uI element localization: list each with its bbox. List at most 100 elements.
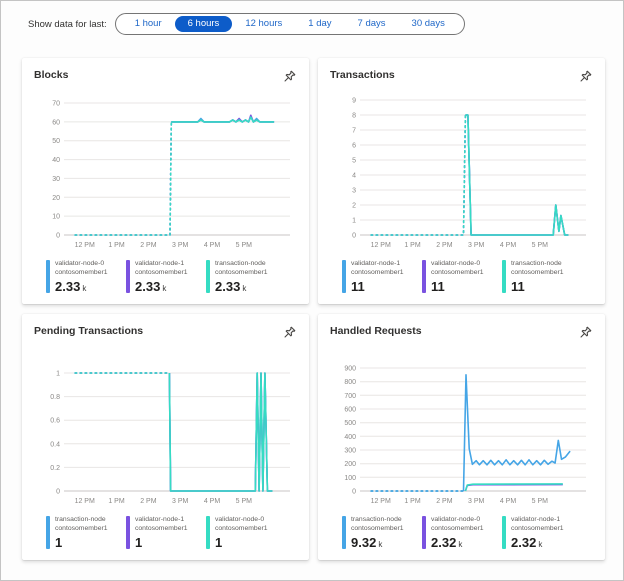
svg-text:30: 30: [52, 176, 60, 183]
legend-unit: k: [538, 539, 543, 549]
svg-text:0.6: 0.6: [50, 418, 60, 425]
svg-text:12 PM: 12 PM: [75, 498, 95, 505]
legend-color-bar: [342, 260, 346, 293]
svg-text:1 PM: 1 PM: [404, 498, 421, 505]
legend-color-bar: [46, 516, 50, 549]
legend-node-name: validator-node-1: [135, 260, 185, 267]
legend-color-bar: [206, 516, 210, 549]
legend-item[interactable]: validator-node-0 contosomember1 2.33 k: [46, 260, 126, 294]
legend-value: 2.33 k: [55, 278, 87, 294]
chart-legend: validator-node-1 contosomember1 11 valida…: [342, 260, 593, 294]
svg-text:2 PM: 2 PM: [436, 498, 453, 505]
legend-value: 2.32 k: [431, 534, 463, 550]
legend-item[interactable]: validator-node-0 contosomember1 2.32 k: [422, 516, 502, 550]
transactions-chart: 0 1 2 3 4 5 6 7 8 9 12 PM 1 PM 2 PM 3 PM 4 PM 5 PM: [352, 98, 586, 249]
chart-card-handled-requests: Handled Requests 0 100 200 300 400 500 600 700 8…: [318, 314, 605, 560]
pin-icon[interactable]: [281, 325, 297, 341]
time-option-6-hours[interactable]: 6 hours: [174, 16, 233, 32]
legend-node-name: validator-node-0: [431, 516, 481, 523]
legend-color-bar: [126, 260, 130, 293]
svg-text:10: 10: [52, 214, 60, 221]
svg-text:12 PM: 12 PM: [371, 498, 391, 505]
pin-icon[interactable]: [281, 69, 297, 85]
legend-value: 2.33 k: [215, 278, 247, 294]
pin-icon[interactable]: [577, 325, 593, 341]
svg-text:700: 700: [344, 393, 356, 400]
svg-text:40: 40: [52, 157, 60, 164]
time-option-1-day[interactable]: 1 day: [295, 16, 344, 32]
chart-card-transactions: Transactions 0 1 2 3 4 5 6 7 8 9 12 PM 1 PM 2 PM 3 PM…: [318, 58, 605, 304]
legend-color-bar: [502, 516, 506, 549]
chart-legend: transaction-node contosomember1 1 validat…: [46, 516, 297, 550]
blocks-chart: 0 10 20 30 40 50 60 70 12 PM 1 PM 2 PM 3 PM 4 PM 5 PM: [52, 101, 290, 249]
legend-color-bar: [206, 260, 210, 293]
svg-text:0.4: 0.4: [50, 441, 60, 448]
legend-node-name: validator-node-0: [55, 260, 105, 267]
legend-item[interactable]: transaction-node contosomember1 9.32 k: [342, 516, 422, 550]
svg-text:5 PM: 5 PM: [532, 242, 549, 249]
legend-node-name: validator-node-1: [351, 260, 401, 267]
svg-text:900: 900: [344, 366, 356, 373]
time-option-30-days[interactable]: 30 days: [399, 16, 458, 32]
svg-text:60: 60: [52, 119, 60, 126]
legend-node-name: validator-node-1: [511, 516, 561, 523]
legend-item[interactable]: validator-node-1 contosomember1 2.32 k: [502, 516, 582, 550]
legend-value: 2.33 k: [135, 278, 167, 294]
svg-text:9: 9: [352, 98, 356, 105]
svg-text:0: 0: [56, 489, 60, 496]
legend-value: 1: [135, 534, 143, 550]
svg-text:5 PM: 5 PM: [236, 242, 253, 249]
time-option-7-days[interactable]: 7 days: [345, 16, 399, 32]
svg-text:8: 8: [352, 113, 356, 120]
chart-title: Transactions: [330, 69, 395, 81]
legend-item[interactable]: validator-node-1 contosomember1 2.33 k: [126, 260, 206, 294]
legend-item[interactable]: transaction-node contosomember1 11: [502, 260, 582, 294]
legend-item[interactable]: validator-node-1 contosomember1 11: [342, 260, 422, 294]
chart-legend: validator-node-0 contosomember1 2.33 k val…: [46, 260, 297, 294]
legend-color-bar: [422, 260, 426, 293]
chart-legend: transaction-node contosomember1 9.32 k val…: [342, 516, 593, 550]
svg-text:1 PM: 1 PM: [108, 498, 125, 505]
pin-icon[interactable]: [577, 69, 593, 85]
chart-title: Blocks: [34, 69, 69, 81]
legend-unit: k: [162, 283, 167, 293]
legend-node-name: transaction-node: [351, 516, 402, 523]
legend-member-name: contosomember1: [215, 524, 268, 532]
legend-member-name: contosomember1: [135, 268, 188, 276]
svg-text:2 PM: 2 PM: [140, 242, 157, 249]
svg-text:0: 0: [56, 233, 60, 240]
svg-text:2 PM: 2 PM: [140, 498, 157, 505]
svg-text:20: 20: [52, 195, 60, 202]
svg-text:0: 0: [352, 233, 356, 240]
legend-member-name: contosomember1: [431, 268, 484, 276]
svg-text:1: 1: [352, 218, 356, 225]
svg-text:3: 3: [352, 188, 356, 195]
legend-member-name: contosomember1: [351, 524, 404, 532]
legend-item[interactable]: transaction-node contosomember1 2.33 k: [206, 260, 286, 294]
legend-color-bar: [126, 516, 130, 549]
legend-value: 9.32 k: [351, 534, 383, 550]
legend-member-name: contosomember1: [511, 524, 564, 532]
svg-text:50: 50: [52, 138, 60, 145]
legend-node-name: validator-node-0: [215, 516, 265, 523]
time-option-12-hours[interactable]: 12 hours: [232, 16, 295, 32]
legend-item[interactable]: transaction-node contosomember1 1: [46, 516, 126, 550]
legend-member-name: contosomember1: [351, 268, 404, 276]
legend-item[interactable]: validator-node-1 contosomember1 1: [126, 516, 206, 550]
svg-text:0.2: 0.2: [50, 465, 60, 472]
chart-card-pending-transactions: Pending Transactions 0 0.2 0.4 0.6 0.8 1 12 PM…: [22, 314, 309, 560]
svg-text:0.8: 0.8: [50, 394, 60, 401]
svg-text:5: 5: [352, 158, 356, 165]
legend-color-bar: [342, 516, 346, 549]
svg-text:100: 100: [344, 475, 356, 482]
svg-text:5 PM: 5 PM: [236, 498, 253, 505]
legend-item[interactable]: validator-node-0 contosomember1 11: [422, 260, 502, 294]
pending-transactions-chart: 0 0.2 0.4 0.6 0.8 1 12 PM 1 PM 2 PM 3 PM 4 PM 5 PM: [50, 371, 290, 505]
svg-text:300: 300: [344, 448, 356, 455]
legend-value: 2.32 k: [511, 534, 543, 550]
legend-item[interactable]: validator-node-0 contosomember1 1: [206, 516, 286, 550]
svg-text:6: 6: [352, 143, 356, 150]
svg-text:4 PM: 4 PM: [204, 242, 221, 249]
time-option-1-hour[interactable]: 1 hour: [122, 16, 175, 32]
legend-unit: k: [458, 539, 463, 549]
